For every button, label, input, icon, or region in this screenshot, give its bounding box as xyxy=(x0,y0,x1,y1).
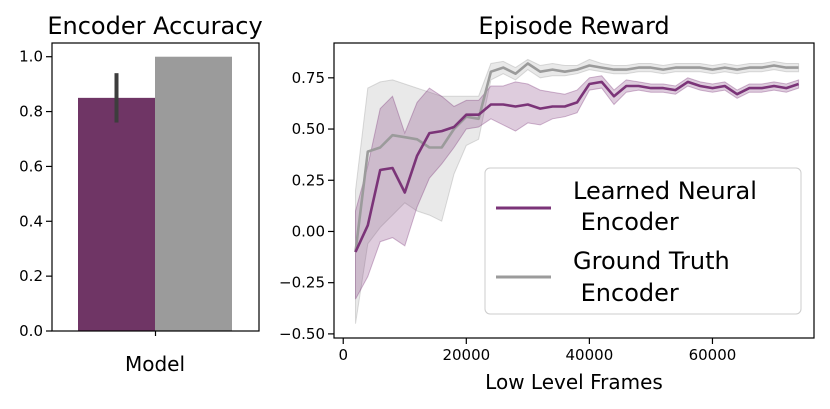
bar-chart-title: Encoder Accuracy xyxy=(47,12,262,40)
line-x-tick-label: 20000 xyxy=(442,346,490,364)
confidence-band-1 xyxy=(355,58,800,324)
confidence-band-0 xyxy=(355,75,800,300)
legend-label-learned-line2: Encoder xyxy=(573,208,679,236)
legend-label-ground-truth-line2: Encoder xyxy=(573,279,679,307)
bar-y-tick-label: 0.6 xyxy=(19,157,43,175)
line-marks xyxy=(354,58,800,324)
bar-chart: Encoder Accuracy 0.0 0.2 0.4 0.6 0.8 1.0 Mode… xyxy=(19,12,263,376)
line-x-tick-label: 40000 xyxy=(566,346,614,364)
legend-label-learned-line1: Learned Neural xyxy=(573,177,757,205)
line-chart: Episode Reward −0.50 −0.25 0.00 0.25 0.50 0.7… xyxy=(279,12,815,394)
line-y-axis: −0.50 −0.25 0.00 0.25 0.50 0.75 xyxy=(279,69,334,343)
bar-y-axis: 0.0 0.2 0.4 0.6 0.8 1.0 xyxy=(19,48,52,340)
line-x-tick-label: 0 xyxy=(338,346,348,364)
series-line-0 xyxy=(354,80,800,253)
bar-1 xyxy=(155,56,232,331)
line-y-tick-label: 0.50 xyxy=(292,120,325,138)
bar-y-tick-label: 0.4 xyxy=(19,212,43,230)
line-y-tick-label: −0.50 xyxy=(279,325,325,343)
line-y-tick-label: −0.25 xyxy=(279,274,325,292)
line-y-tick-label: 0.75 xyxy=(292,69,325,87)
bar-y-tick-label: 0.8 xyxy=(19,103,43,121)
line-x-axis: 0 20000 40000 60000 xyxy=(338,338,736,364)
bar-y-tick-label: 1.0 xyxy=(19,48,43,66)
bar-marks xyxy=(78,56,232,331)
bar-x-label: Model xyxy=(125,352,185,376)
line-y-tick-label: 0.25 xyxy=(292,171,325,189)
bar-y-tick-label: 0.2 xyxy=(19,267,43,285)
bar-0 xyxy=(78,97,155,331)
legend-label-ground-truth-line1: Ground Truth xyxy=(573,247,730,275)
legend: Learned Neural Encoder Ground Truth Enco… xyxy=(484,167,802,315)
line-x-tick-label: 60000 xyxy=(689,346,737,364)
line-x-label: Low Level Frames xyxy=(485,370,663,394)
series-line-1 xyxy=(354,62,799,253)
legend-box xyxy=(484,167,802,315)
line-chart-title: Episode Reward xyxy=(478,12,669,40)
line-plot-frame xyxy=(333,42,815,339)
line-y-tick-label: 0.00 xyxy=(292,222,325,240)
bar-y-tick-label: 0.0 xyxy=(19,322,43,340)
